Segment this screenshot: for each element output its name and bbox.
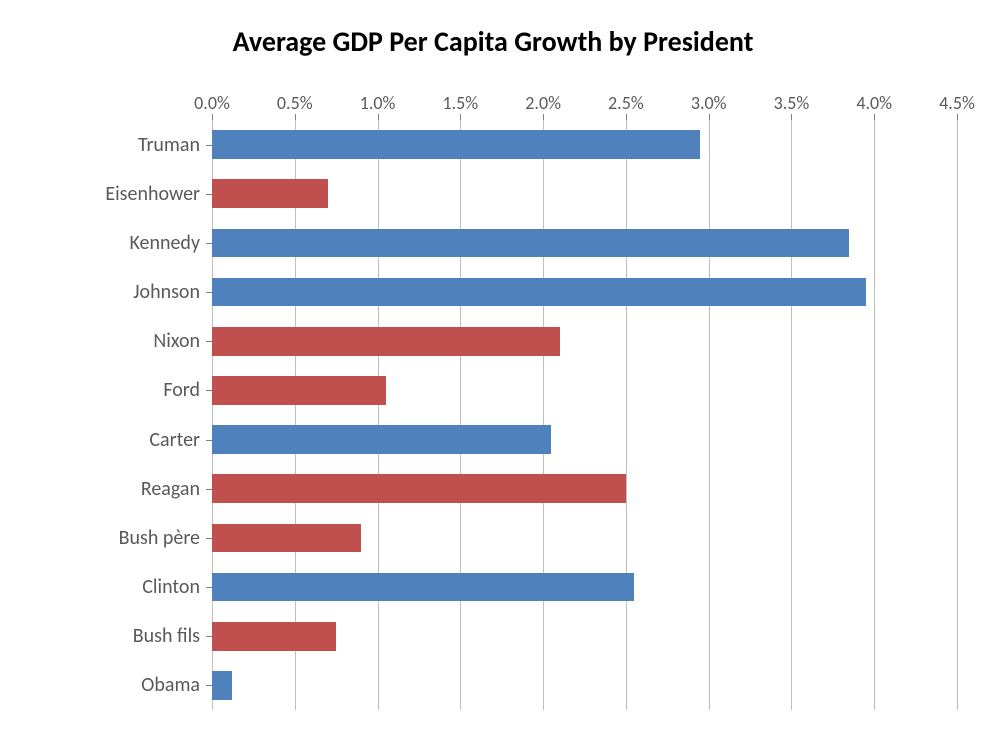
- x-tickmark: [791, 114, 792, 120]
- bar: [212, 622, 336, 651]
- x-tickmark: [460, 114, 461, 120]
- grid-line: [378, 120, 379, 710]
- y-tick-label: Obama: [0, 673, 200, 697]
- grid-line: [460, 120, 461, 710]
- x-tickmark: [957, 114, 958, 120]
- x-tickmark: [212, 114, 213, 120]
- bar: [212, 278, 866, 307]
- y-tick-label: Nixon: [0, 329, 200, 353]
- bar: [212, 229, 849, 258]
- x-tick-label: 2.0%: [525, 92, 561, 114]
- x-tick-label: 0.0%: [194, 92, 230, 114]
- grid-line: [543, 120, 544, 710]
- chart-container: Average GDP Per Capita Growth by Preside…: [0, 0, 986, 740]
- bar: [212, 376, 386, 405]
- bar: [212, 425, 551, 454]
- y-tick-label: Bush père: [0, 526, 200, 550]
- x-tickmark: [874, 114, 875, 120]
- x-tick-label: 2.5%: [608, 92, 644, 114]
- x-tickmark: [378, 114, 379, 120]
- y-tick-label: Truman: [0, 133, 200, 157]
- y-tick-label: Eisenhower: [0, 182, 200, 206]
- x-tickmark: [543, 114, 544, 120]
- x-tick-label: 4.5%: [939, 92, 975, 114]
- y-tick-label: Reagan: [0, 477, 200, 501]
- grid-line: [874, 120, 875, 710]
- grid-line: [709, 120, 710, 710]
- x-tick-label: 4.0%: [856, 92, 892, 114]
- x-tickmark: [626, 114, 627, 120]
- bar: [212, 179, 328, 208]
- bar: [212, 524, 361, 553]
- bar: [212, 474, 626, 503]
- grid-line: [957, 120, 958, 710]
- bar: [212, 573, 634, 602]
- y-tick-label: Carter: [0, 428, 200, 452]
- x-tick-label: 3.5%: [774, 92, 810, 114]
- grid-line: [626, 120, 627, 710]
- bar: [212, 130, 700, 159]
- x-tick-label: 3.0%: [691, 92, 727, 114]
- y-tick-label: Ford: [0, 378, 200, 402]
- chart-title: Average GDP Per Capita Growth by Preside…: [0, 24, 986, 59]
- y-tick-label: Clinton: [0, 575, 200, 599]
- plot-area: 0.0%0.5%1.0%1.5%2.0%2.5%3.0%3.5%4.0%4.5%…: [212, 120, 957, 710]
- x-tickmark: [709, 114, 710, 120]
- y-tick-label: Johnson: [0, 280, 200, 304]
- bar: [212, 327, 560, 356]
- x-tick-label: 1.5%: [442, 92, 478, 114]
- bar: [212, 671, 232, 700]
- x-tick-label: 0.5%: [277, 92, 313, 114]
- grid-line: [791, 120, 792, 710]
- y-tick-label: Kennedy: [0, 231, 200, 255]
- x-tick-label: 1.0%: [360, 92, 396, 114]
- y-tick-label: Bush fils: [0, 624, 200, 648]
- x-tickmark: [295, 114, 296, 120]
